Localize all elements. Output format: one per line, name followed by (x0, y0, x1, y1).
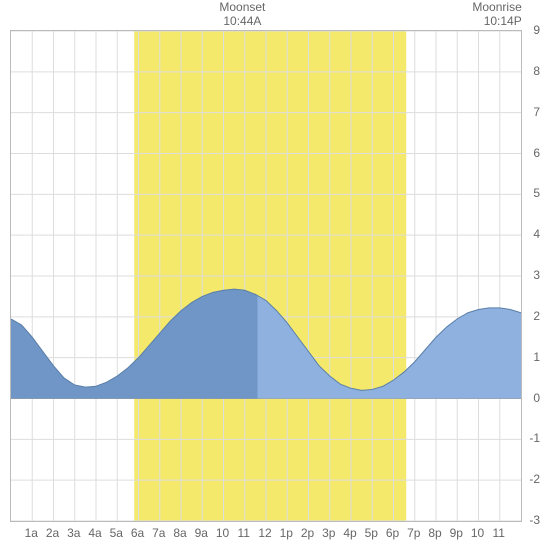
moonset-label: Moonset 10:44A (212, 0, 272, 29)
y-tick-label: 2 (524, 309, 540, 323)
y-tick-label: -1 (524, 431, 540, 445)
x-tick-label: 6a (127, 526, 149, 540)
x-tick-label: 8p (424, 526, 446, 540)
x-tick-label: 12 (254, 526, 276, 540)
y-tick-label: 9 (524, 23, 540, 37)
y-tick-label: 5 (524, 186, 540, 200)
x-tick-label: 10 (212, 526, 234, 540)
tide-chart: Moonset 10:44A Moonrise 10:14P -3-2-1012… (0, 0, 550, 550)
x-tick-label: 10 (467, 526, 489, 540)
moonset-title: Moonset (212, 0, 272, 14)
x-tick-label: 3p (318, 526, 340, 540)
y-tick-label: 3 (524, 268, 540, 282)
x-tick-label: 3a (63, 526, 85, 540)
x-tick-label: 2p (297, 526, 319, 540)
plot-svg (11, 31, 521, 521)
x-tick-label: 4p (339, 526, 361, 540)
x-tick-label: 9p (445, 526, 467, 540)
moonrise-label: Moonrise 10:14P (462, 0, 522, 29)
x-tick-label: 7a (148, 526, 170, 540)
x-tick-label: 5p (360, 526, 382, 540)
moonrise-title: Moonrise (462, 0, 522, 14)
x-tick-label: 7p (403, 526, 425, 540)
x-tick-label: 4a (84, 526, 106, 540)
x-tick-label: 11 (233, 526, 255, 540)
y-tick-label: 0 (524, 391, 540, 405)
x-tick-label: 1p (275, 526, 297, 540)
y-tick-label: 1 (524, 350, 540, 364)
x-tick-label: 5a (105, 526, 127, 540)
plot-area (10, 30, 522, 522)
x-tick-label: 9a (190, 526, 212, 540)
y-tick-label: 4 (524, 227, 540, 241)
y-tick-label: 8 (524, 64, 540, 78)
y-tick-label: -3 (524, 513, 540, 527)
x-tick-label: 6p (382, 526, 404, 540)
y-tick-label: 6 (524, 146, 540, 160)
x-tick-label: 11 (488, 526, 510, 540)
y-tick-label: 7 (524, 105, 540, 119)
moonset-time: 10:44A (212, 14, 272, 28)
x-tick-label: 2a (42, 526, 64, 540)
y-tick-label: -2 (524, 472, 540, 486)
x-tick-label: 1a (20, 526, 42, 540)
moonrise-time: 10:14P (462, 14, 522, 28)
x-tick-label: 8a (169, 526, 191, 540)
